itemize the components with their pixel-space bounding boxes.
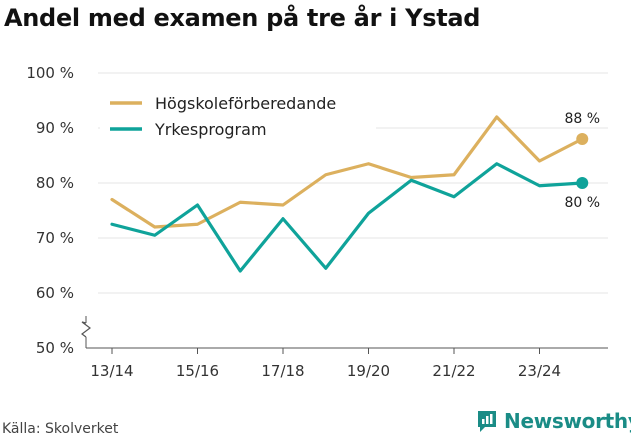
legend-label: Yrkesprogram [154, 120, 267, 139]
source-note: Källa: Skolverket [2, 421, 119, 437]
x-tick-label: 19/20 [347, 362, 390, 380]
x-tick-label: 13/14 [90, 362, 133, 380]
end-point-marker [576, 177, 589, 189]
y-tick-label: 70 % [36, 229, 74, 247]
end-value-label: 88 % [564, 111, 600, 127]
end-labels: 88 % 80 % [564, 111, 600, 211]
brand-logo[interactable]: Newsworthy [476, 409, 631, 433]
y-tick-label: 60 % [36, 284, 74, 302]
legend-label: Högskoleförberedande [155, 94, 336, 113]
y-tick-label: 100 % [26, 64, 74, 82]
x-tick-label: 17/18 [261, 362, 304, 380]
newsworthy-logo-icon [478, 411, 496, 432]
end-point-marker [576, 133, 589, 145]
end-value-label: 80 % [564, 195, 600, 211]
legend-background [100, 88, 376, 146]
x-tick-label: 23/24 [518, 362, 561, 380]
series-lines [110, 115, 589, 273]
y-tick-label: 50 % [36, 339, 74, 357]
legend: Högskoleförberedande Yrkesprogram [100, 88, 376, 146]
series-line-yrkesprogram [110, 162, 584, 273]
chart-title: Andel med examen på tre år i Ystad [4, 4, 481, 32]
axes: 50 % 60 % 70 % 80 % 90 % 100 % 13/14 15/16 17/18… [26, 64, 608, 380]
series-line-hogskoleforberedande [110, 115, 584, 229]
y-tick-label: 90 % [36, 119, 74, 137]
x-tick-label: 21/22 [432, 362, 475, 380]
x-tick-label: 15/16 [176, 362, 219, 380]
brand-name: Newsworthy [504, 409, 631, 433]
y-tick-label: 80 % [36, 174, 74, 192]
axis-break-icon [81, 321, 91, 338]
